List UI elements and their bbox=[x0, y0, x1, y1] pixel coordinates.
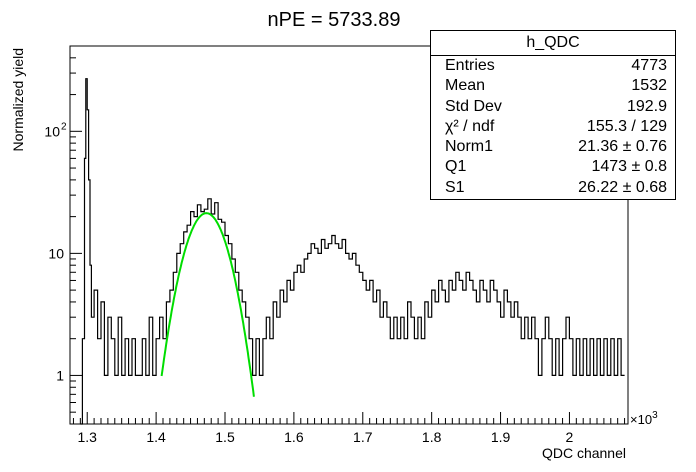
data-series bbox=[80, 78, 625, 425]
stats-label: Q1 bbox=[445, 158, 467, 176]
stats-label: χ² / ndf bbox=[445, 117, 495, 135]
stats-row: S1 26.22 ± 0.68 bbox=[431, 178, 675, 198]
stats-label: Std Dev bbox=[445, 97, 502, 115]
stats-value: 1473 ± 0.8 bbox=[591, 158, 667, 176]
x-axis-multiplier: ×103 bbox=[630, 410, 658, 427]
stats-value: 4773 bbox=[631, 57, 667, 74]
x-tick-label: 1.6 bbox=[284, 429, 304, 445]
stats-row: Mean 1532 bbox=[431, 76, 675, 96]
y-axis-label: Normalized yield bbox=[10, 48, 26, 151]
y-tick-label: 10 bbox=[44, 123, 60, 139]
y-tick-label: 10 bbox=[48, 245, 64, 261]
stats-value: 26.22 ± 0.68 bbox=[578, 178, 667, 196]
x-tick-label: 1.4 bbox=[146, 429, 166, 445]
stats-value: 21.36 ± 0.76 bbox=[578, 138, 667, 156]
x-tick-label: 1.8 bbox=[422, 429, 442, 445]
stats-box: h_QDC Entries 4773 Mean 1532 Std Dev 192.9 χ² … bbox=[430, 30, 676, 200]
stats-label: Entries bbox=[445, 57, 495, 74]
stats-label: Norm1 bbox=[445, 138, 494, 156]
histogram-line bbox=[80, 78, 625, 425]
stats-row: Q1 1473 ± 0.8 bbox=[431, 157, 675, 177]
x-tick-label: 1.3 bbox=[77, 429, 97, 445]
stats-title: h_QDC bbox=[431, 31, 675, 56]
y-tick-label-exponent: 2 bbox=[61, 121, 67, 132]
stats-rows: Entries 4773 Mean 1532 Std Dev 192.9 χ² / ndf 1… bbox=[431, 56, 675, 198]
stats-label: S1 bbox=[445, 178, 465, 196]
stats-label: Mean bbox=[445, 77, 486, 95]
stats-value: 1532 bbox=[631, 77, 667, 95]
stats-row: Entries 4773 bbox=[431, 56, 675, 76]
stats-row: χ² / ndf 155.3 / 129 bbox=[431, 117, 675, 137]
stats-row: Norm1 21.36 ± 0.76 bbox=[431, 137, 675, 157]
x-tick-label: 1.9 bbox=[491, 429, 511, 445]
stats-row: Std Dev 192.9 bbox=[431, 97, 675, 117]
chart-title: nPE = 5733.89 bbox=[268, 9, 401, 31]
y-tick-label: 1 bbox=[56, 367, 64, 383]
x-tick-label: 2 bbox=[566, 429, 574, 445]
x-axis-label: QDC channel bbox=[542, 445, 626, 461]
gaussian-fit-line bbox=[160, 212, 255, 397]
stats-value: 155.3 / 129 bbox=[586, 117, 667, 135]
x-tick-label: 1.5 bbox=[215, 429, 235, 445]
stats-value: 192.9 bbox=[626, 97, 667, 115]
x-axis: 1.3 1.4 1.5 1.6 1.7 1.8 1.9 2 bbox=[72, 412, 626, 445]
x-tick-label: 1.7 bbox=[353, 429, 373, 445]
